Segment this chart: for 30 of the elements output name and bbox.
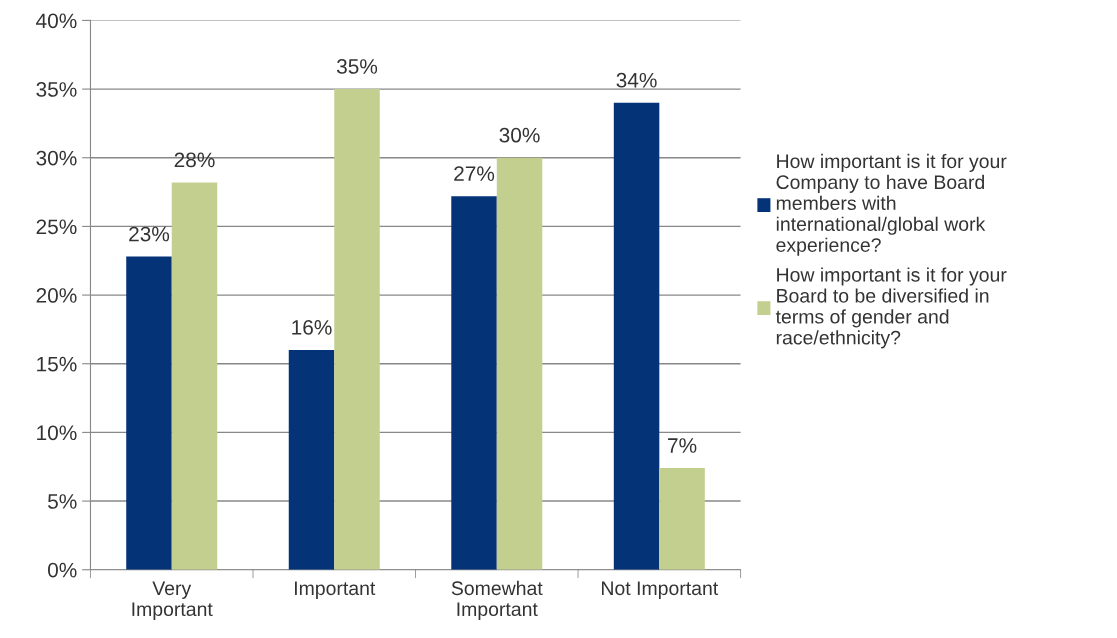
y-tick-label: 30%: [36, 150, 77, 166]
data-label: 35%: [336, 59, 378, 74]
bar: [288, 350, 335, 570]
legend-label: How important is it for your Board to be diversified in terms of gender and race/ethnicity?: [775, 267, 1007, 349]
bar: [613, 102, 660, 570]
bar: [659, 468, 705, 570]
data-label: 27%: [454, 166, 495, 181]
x-tick-label: Important: [294, 581, 376, 599]
legend-label: How important is it for your Company to have Board members with international/global work experience?: [776, 153, 1007, 256]
y-tick-label: 15%: [37, 356, 77, 372]
y-tick-label: 25%: [36, 219, 77, 235]
y-tick-label: 5%: [48, 494, 77, 509]
data-label: 16%: [292, 320, 332, 335]
bar: [171, 182, 218, 570]
bar: [496, 157, 543, 570]
y-tick-label: 10%: [37, 425, 77, 441]
data-label: 34%: [616, 72, 657, 88]
x-tick-label: Somewhat Important: [451, 580, 543, 620]
x-tick-label: Very Important: [132, 581, 213, 620]
x-tick-label: Not Important: [602, 581, 719, 599]
bar: [334, 89, 380, 570]
y-tick-label: 35%: [36, 82, 77, 97]
data-label: 23%: [129, 226, 170, 242]
y-tick-label: 0%: [47, 562, 77, 578]
y-tick-label: 40%: [36, 13, 77, 29]
data-label: 30%: [499, 127, 540, 143]
y-tick-label: 20%: [36, 288, 77, 303]
data-label: 7%: [668, 438, 697, 453]
bar: [451, 196, 497, 570]
bar: [126, 256, 172, 570]
